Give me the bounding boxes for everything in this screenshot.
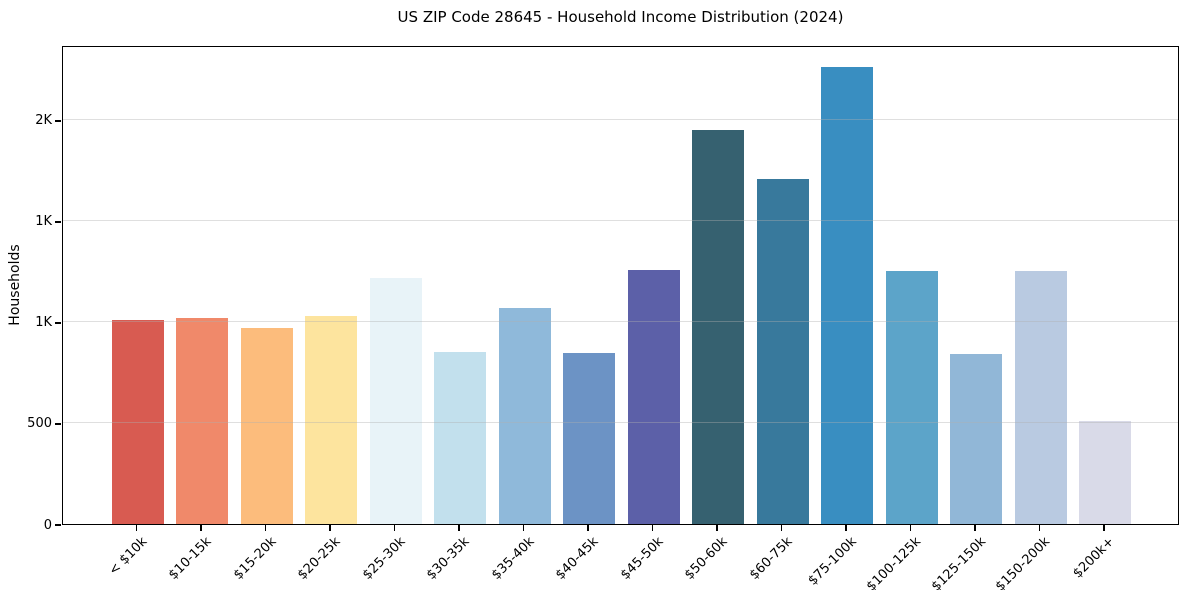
y-tick-mark xyxy=(55,524,61,526)
x-tick-label: $20-25k xyxy=(295,534,344,583)
x-tick-mark xyxy=(651,525,654,531)
x-tick-label: $35-40k xyxy=(488,534,538,583)
x-tick-mark xyxy=(458,525,460,531)
y-tick-label: 1K xyxy=(35,214,52,230)
x-tick-label: $15-20k xyxy=(230,534,280,583)
bar-$50-60k xyxy=(692,129,744,524)
x-tick-mark xyxy=(780,525,783,531)
x-tick-label: $125-150k xyxy=(928,534,989,590)
y-tick-label: 2K xyxy=(35,113,52,129)
gridline-2000 xyxy=(63,118,1178,120)
x-tick-mark xyxy=(329,525,331,531)
y-axis-label: Households xyxy=(7,244,23,326)
x-tick-mark xyxy=(909,525,912,531)
x-tick-label: $75-100k xyxy=(805,534,860,589)
x-tick-mark xyxy=(716,525,718,531)
bar-$45-50k xyxy=(627,270,680,524)
x-tick-mark xyxy=(393,525,396,531)
bar-$20-25k xyxy=(305,315,357,524)
y-tick-mark xyxy=(55,120,61,122)
x-tick-mark xyxy=(522,525,525,531)
bar-< $10k xyxy=(111,319,164,524)
bar-$100-125k xyxy=(885,271,938,524)
bar-$40-45k xyxy=(563,353,615,524)
bar-$125-150k xyxy=(950,354,1002,524)
y-tick-label: 1K xyxy=(35,315,52,331)
gridline-1000 xyxy=(63,320,1178,322)
x-tick-label: $100-125k xyxy=(864,534,925,590)
x-tick-label: $60-75k xyxy=(746,534,796,583)
chart-title: US ZIP Code 28645 - Household Income Dis… xyxy=(397,8,844,26)
bar-$150-200k xyxy=(1014,271,1067,524)
x-tick-label: < $10k xyxy=(106,534,151,579)
gridline-1500 xyxy=(63,219,1178,221)
gridline-500 xyxy=(63,421,1178,423)
bar-$200k+ xyxy=(1079,420,1131,524)
x-tick-label: $45-50k xyxy=(617,534,667,583)
x-tick-label: $30-35k xyxy=(424,534,473,583)
y-tick-label: 500 xyxy=(27,416,52,432)
x-tick-label: $50-60k xyxy=(682,534,731,583)
x-tick-label: $150-200k xyxy=(993,534,1054,590)
bar-$15-20k xyxy=(240,327,293,524)
bar-$75-100k xyxy=(821,67,873,524)
x-tick-label: $200k+ xyxy=(1070,534,1118,582)
x-tick-label: $25-30k xyxy=(359,534,409,583)
bar-$25-30k xyxy=(369,278,422,524)
x-tick-mark xyxy=(587,525,589,531)
plot-area xyxy=(62,46,1179,525)
x-tick-mark xyxy=(1038,525,1041,531)
y-tick-mark xyxy=(55,423,61,425)
x-tick-label: $40-45k xyxy=(553,534,602,583)
y-tick-mark xyxy=(55,322,61,324)
x-tick-mark xyxy=(135,525,138,531)
bar-$35-40k xyxy=(498,307,551,524)
bar-$30-35k xyxy=(434,352,486,524)
x-tick-label: $10-15k xyxy=(166,534,215,583)
bar-$60-75k xyxy=(756,179,809,524)
x-tick-mark xyxy=(845,525,847,531)
x-tick-mark xyxy=(200,525,202,531)
x-tick-mark xyxy=(1103,525,1105,531)
bar-$10-15k xyxy=(176,317,228,524)
y-tick-label: 0 xyxy=(43,517,52,533)
x-tick-mark xyxy=(974,525,976,531)
y-tick-mark xyxy=(55,221,61,223)
x-tick-mark xyxy=(264,525,267,531)
